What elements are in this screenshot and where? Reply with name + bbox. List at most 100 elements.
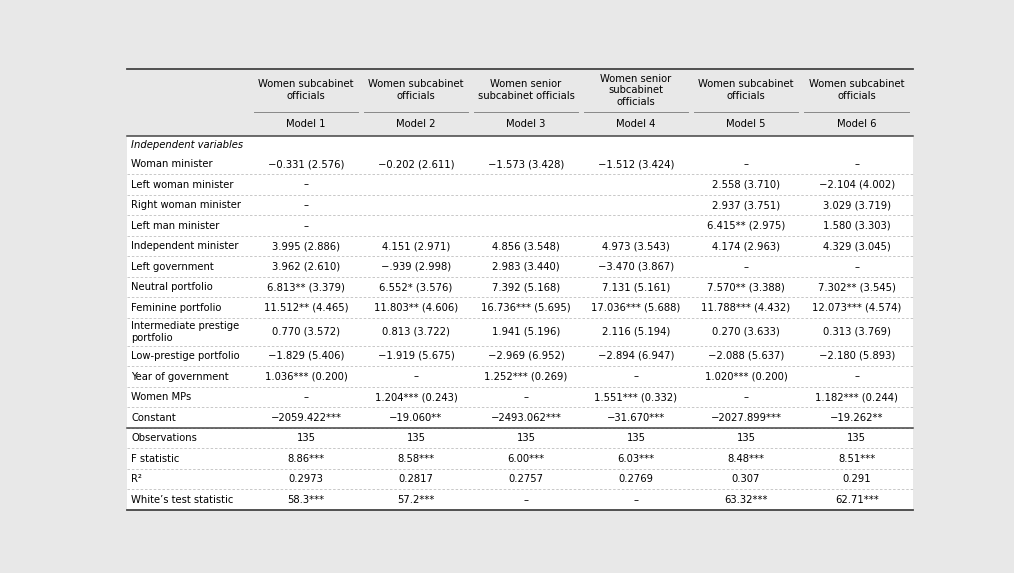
Bar xyxy=(127,69,913,136)
Text: Intermediate prestige
portfolio: Intermediate prestige portfolio xyxy=(132,321,239,343)
Text: 7.302** (3.545): 7.302** (3.545) xyxy=(818,282,895,292)
Text: 0.2973: 0.2973 xyxy=(289,474,323,484)
Text: 1.204*** (0.243): 1.204*** (0.243) xyxy=(374,392,457,402)
Text: 6.813** (3.379): 6.813** (3.379) xyxy=(267,282,345,292)
Text: 135: 135 xyxy=(848,433,866,443)
Text: –: – xyxy=(855,159,859,169)
Text: 4.973 (3.543): 4.973 (3.543) xyxy=(602,241,670,251)
Text: Constant: Constant xyxy=(132,413,176,422)
Text: Women subcabinet
officials: Women subcabinet officials xyxy=(699,80,794,101)
Text: Model 2: Model 2 xyxy=(396,119,436,129)
Text: Model 4: Model 4 xyxy=(617,119,656,129)
Text: 1.252*** (0.269): 1.252*** (0.269) xyxy=(485,371,568,382)
Text: 8.86***: 8.86*** xyxy=(287,454,324,464)
Text: 11.788*** (4.432): 11.788*** (4.432) xyxy=(702,303,791,313)
Text: Women subcabinet
officials: Women subcabinet officials xyxy=(368,80,463,101)
Text: 2.937 (3.751): 2.937 (3.751) xyxy=(712,200,780,210)
Text: −2.180 (5.893): −2.180 (5.893) xyxy=(818,351,895,361)
Text: –: – xyxy=(303,221,308,230)
Text: −2059.422***: −2059.422*** xyxy=(271,413,342,422)
Text: 6.552* (3.576): 6.552* (3.576) xyxy=(379,282,452,292)
Text: Independent variables: Independent variables xyxy=(132,140,243,150)
Text: –: – xyxy=(523,392,528,402)
Text: –: – xyxy=(414,371,419,382)
Text: Model 1: Model 1 xyxy=(286,119,325,129)
Text: Independent minister: Independent minister xyxy=(132,241,239,251)
Text: –: – xyxy=(855,371,859,382)
Text: Feminine portfolio: Feminine portfolio xyxy=(132,303,222,313)
Text: −1.573 (3.428): −1.573 (3.428) xyxy=(488,159,564,169)
Text: −2.104 (4.002): −2.104 (4.002) xyxy=(818,179,895,190)
Text: Model 3: Model 3 xyxy=(506,119,546,129)
Text: −1.829 (5.406): −1.829 (5.406) xyxy=(268,351,344,361)
Text: 2.558 (3.710): 2.558 (3.710) xyxy=(712,179,780,190)
Text: 3.029 (3.719): 3.029 (3.719) xyxy=(822,200,891,210)
Text: 135: 135 xyxy=(627,433,646,443)
Text: Observations: Observations xyxy=(132,433,198,443)
Text: 135: 135 xyxy=(296,433,315,443)
Text: Right woman minister: Right woman minister xyxy=(132,200,241,210)
Text: 0.2817: 0.2817 xyxy=(399,474,433,484)
Text: Woman minister: Woman minister xyxy=(132,159,213,169)
Text: 0.270 (3.633): 0.270 (3.633) xyxy=(712,327,780,337)
Text: 0.770 (3.572): 0.770 (3.572) xyxy=(272,327,340,337)
Text: 58.3***: 58.3*** xyxy=(287,494,324,505)
Text: –: – xyxy=(303,392,308,402)
Text: −0.202 (2.611): −0.202 (2.611) xyxy=(377,159,454,169)
Text: R²: R² xyxy=(132,474,142,484)
Text: –: – xyxy=(303,200,308,210)
Text: 4.151 (2.971): 4.151 (2.971) xyxy=(382,241,450,251)
Text: –: – xyxy=(634,371,639,382)
Text: 17.036*** (5.688): 17.036*** (5.688) xyxy=(591,303,680,313)
Text: 16.736*** (5.695): 16.736*** (5.695) xyxy=(482,303,571,313)
Text: 0.313 (3.769): 0.313 (3.769) xyxy=(823,327,890,337)
Text: Left government: Left government xyxy=(132,262,214,272)
Text: −2493.062***: −2493.062*** xyxy=(491,413,562,422)
Text: 6.03***: 6.03*** xyxy=(618,454,655,464)
Text: –: – xyxy=(743,159,748,169)
Text: –: – xyxy=(634,494,639,505)
Text: Women subcabinet
officials: Women subcabinet officials xyxy=(809,80,904,101)
Text: −31.670***: −31.670*** xyxy=(606,413,665,422)
Text: −.939 (2.998): −.939 (2.998) xyxy=(381,262,451,272)
Text: −3.470 (3.867): −3.470 (3.867) xyxy=(598,262,674,272)
Text: 4.856 (3.548): 4.856 (3.548) xyxy=(492,241,560,251)
Text: –: – xyxy=(743,262,748,272)
Text: 0.307: 0.307 xyxy=(732,474,760,484)
Text: −1.512 (3.424): −1.512 (3.424) xyxy=(598,159,674,169)
Text: −2027.899***: −2027.899*** xyxy=(711,413,782,422)
Text: 57.2***: 57.2*** xyxy=(397,494,435,505)
Text: 11.512** (4.465): 11.512** (4.465) xyxy=(264,303,348,313)
Text: −2.088 (5.637): −2.088 (5.637) xyxy=(708,351,784,361)
Text: 6.00***: 6.00*** xyxy=(507,454,545,464)
Text: Women senior
subcabinet
officials: Women senior subcabinet officials xyxy=(600,74,671,107)
Text: –: – xyxy=(303,179,308,190)
Text: 7.131 (5.161): 7.131 (5.161) xyxy=(602,282,670,292)
Text: −2.969 (6.952): −2.969 (6.952) xyxy=(488,351,565,361)
Text: 8.51***: 8.51*** xyxy=(839,454,875,464)
Text: Neutral portfolio: Neutral portfolio xyxy=(132,282,213,292)
Text: 0.2769: 0.2769 xyxy=(619,474,653,484)
Text: –: – xyxy=(855,262,859,272)
Text: 11.803** (4.606): 11.803** (4.606) xyxy=(374,303,458,313)
Text: Year of government: Year of government xyxy=(132,371,229,382)
Text: 1.020*** (0.200): 1.020*** (0.200) xyxy=(705,371,788,382)
Text: Women MPs: Women MPs xyxy=(132,392,192,402)
Text: 8.58***: 8.58*** xyxy=(397,454,435,464)
Text: −19.060**: −19.060** xyxy=(389,413,442,422)
Text: 12.073*** (4.574): 12.073*** (4.574) xyxy=(812,303,901,313)
Text: −0.331 (2.576): −0.331 (2.576) xyxy=(268,159,344,169)
Text: 6.415** (2.975): 6.415** (2.975) xyxy=(707,221,785,230)
Text: Low-prestige portfolio: Low-prestige portfolio xyxy=(132,351,240,361)
Text: 135: 135 xyxy=(736,433,755,443)
Text: Left woman minister: Left woman minister xyxy=(132,179,234,190)
Text: 1.941 (5.196): 1.941 (5.196) xyxy=(492,327,560,337)
Text: Left man minister: Left man minister xyxy=(132,221,220,230)
Text: 0.2757: 0.2757 xyxy=(508,474,544,484)
Text: 1.182*** (0.244): 1.182*** (0.244) xyxy=(815,392,898,402)
Text: 2.116 (5.194): 2.116 (5.194) xyxy=(602,327,670,337)
Text: 3.962 (2.610): 3.962 (2.610) xyxy=(272,262,340,272)
Text: Women senior
subcabinet officials: Women senior subcabinet officials xyxy=(478,80,574,101)
Text: –: – xyxy=(743,392,748,402)
Text: 8.48***: 8.48*** xyxy=(727,454,765,464)
